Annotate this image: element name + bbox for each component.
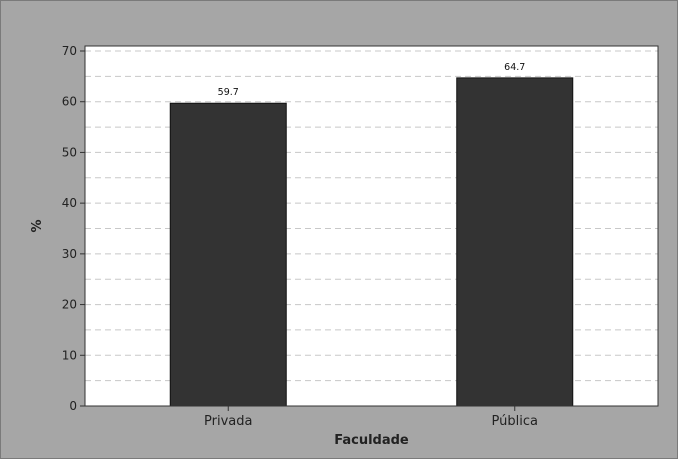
y-tick-label: 70 [62,44,77,58]
y-tick-label: 10 [62,348,77,362]
y-tick-label: 0 [69,399,77,413]
y-axis-title: % [30,219,45,232]
y-tick-label: 50 [62,145,77,159]
plot-border [84,45,659,407]
labels: 0 10 20 30 40 50 60 70 59.7 Privada 64.7 Pública [62,44,538,429]
x-tick-label: Pública [492,414,538,429]
y-tick-label: 30 [62,247,77,261]
bar-pública [456,77,574,407]
y-tick-label: 60 [62,95,77,109]
y-tick-label: 40 [62,196,77,210]
bars [169,77,574,407]
y-tick-label: 20 [62,298,77,312]
bar-value-label: 64.7 [504,62,525,73]
x-axis-title: Faculdade [334,433,409,448]
bar-privada [169,102,287,407]
axes [80,45,659,411]
bar-value-label: 59.7 [218,87,239,98]
x-tick-label: Privada [204,414,252,429]
